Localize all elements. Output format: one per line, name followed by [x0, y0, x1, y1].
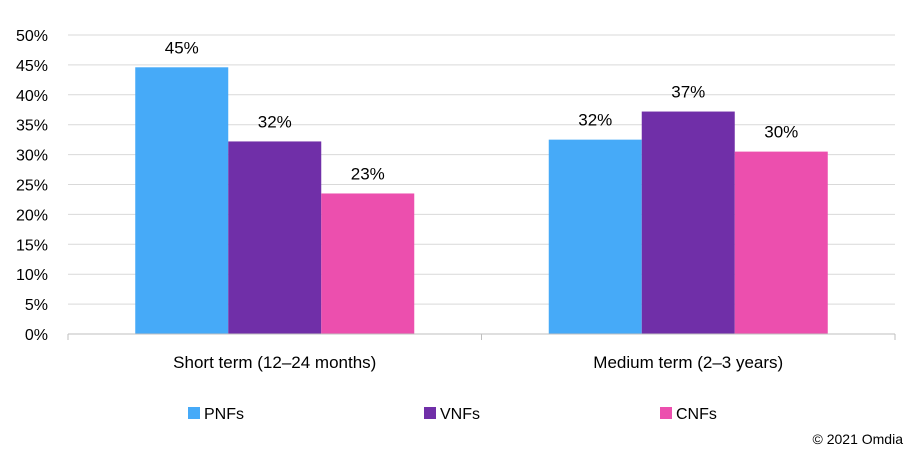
data-labels: 45% 32% 23% 32% 37% 30% [165, 38, 799, 183]
data-label: 37% [671, 83, 705, 102]
data-label: 32% [258, 112, 292, 131]
x-category-label: Medium term (2–3 years) [593, 353, 783, 372]
y-tick-label: 50% [16, 28, 48, 45]
y-tick-label: 15% [16, 237, 48, 254]
bars [135, 67, 828, 335]
data-label: 30% [764, 123, 798, 142]
x-axis: Short term (12–24 months) Medium term (2–… [67, 333, 896, 372]
legend-label: VNFs [440, 406, 480, 423]
bar-vnfs [641, 111, 735, 334]
y-tick-label: 5% [25, 297, 48, 314]
y-tick-label: 35% [16, 118, 48, 135]
legend: PNFs VNFs CNFs [188, 406, 717, 423]
bar-vnfs [228, 141, 322, 334]
data-label: 23% [351, 164, 385, 183]
data-label: 45% [165, 38, 199, 57]
legend-label: PNFs [204, 406, 244, 423]
x-category-label: Short term (12–24 months) [173, 353, 376, 372]
legend-swatch-pnfs [188, 407, 200, 419]
y-tick-label: 10% [16, 267, 48, 284]
y-tick-label: 0% [25, 327, 48, 344]
y-tick-label: 40% [16, 88, 48, 105]
legend-label: CNFs [676, 406, 717, 423]
bar-cnfs [321, 193, 415, 334]
copyright-text: © 2021 Omdia [813, 431, 904, 447]
bar-cnfs [734, 151, 828, 334]
y-tick-label: 45% [16, 58, 48, 75]
y-tick-label: 20% [16, 207, 48, 224]
data-label: 32% [578, 111, 612, 130]
y-axis-ticks: 0% 5% 10% 15% 20% 25% 30% 35% 40% 45% 50% [16, 28, 48, 344]
y-tick-label: 25% [16, 178, 48, 195]
legend-swatch-vnfs [424, 407, 436, 419]
legend-swatch-cnfs [660, 407, 672, 419]
bar-pnfs [135, 67, 229, 335]
bar-pnfs [548, 139, 642, 334]
y-tick-label: 30% [16, 148, 48, 165]
